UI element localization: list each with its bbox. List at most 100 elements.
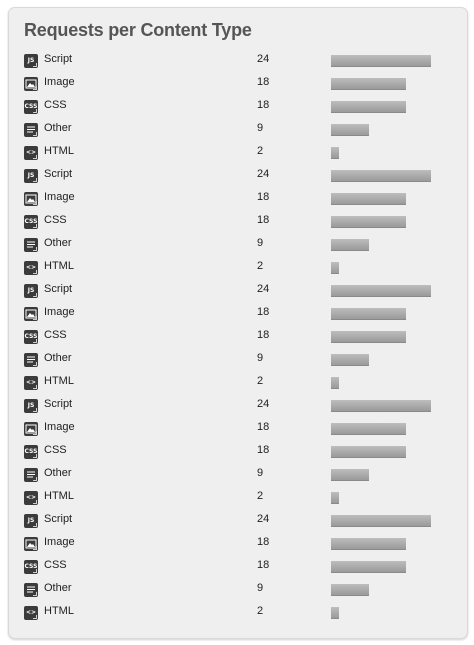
list-item: CSS CSS 18 — [9, 558, 467, 581]
content-type-label: CSS — [44, 99, 67, 111]
request-count: 24 — [257, 53, 270, 65]
count-bar — [331, 193, 406, 205]
css-file-icon: CSS — [24, 215, 38, 229]
list-item: <> HTML 2 — [9, 259, 467, 282]
list-item: <> HTML 2 — [9, 144, 467, 167]
content-type-label: Other — [44, 467, 72, 479]
request-count: 2 — [257, 605, 264, 617]
css-file-icon: CSS — [24, 560, 38, 574]
list-item: Image 18 — [9, 190, 467, 213]
list-item: Other 9 — [9, 466, 467, 489]
count-bar — [331, 469, 369, 481]
request-count: 18 — [257, 329, 270, 341]
js-file-icon: JS — [24, 54, 38, 68]
html-file-icon: <> — [24, 376, 38, 390]
count-bar — [331, 147, 339, 159]
count-bar — [331, 561, 406, 573]
request-count: 18 — [257, 99, 270, 111]
css-file-icon: CSS — [24, 330, 38, 344]
content-type-label: Image — [44, 421, 75, 433]
request-count: 2 — [257, 145, 264, 157]
count-bar — [331, 285, 431, 297]
list-item: Other 9 — [9, 351, 467, 374]
request-count: 9 — [257, 352, 264, 364]
content-type-label: Script — [44, 168, 73, 180]
image-file-icon — [24, 192, 38, 206]
request-count: 2 — [257, 260, 264, 272]
count-bar — [331, 377, 339, 389]
content-type-label: Script — [44, 398, 73, 410]
list-item: JS Script 24 — [9, 397, 467, 420]
list-item: Image 18 — [9, 420, 467, 443]
list-item: Image 18 — [9, 75, 467, 98]
content-type-label: CSS — [44, 214, 67, 226]
list-item: Other 9 — [9, 236, 467, 259]
count-bar — [331, 331, 406, 343]
text-file-icon — [24, 123, 38, 137]
content-type-label: CSS — [44, 559, 67, 571]
request-count: 18 — [257, 421, 270, 433]
js-file-icon: JS — [24, 514, 38, 528]
list-item: <> HTML 2 — [9, 374, 467, 397]
list-item: <> HTML 2 — [9, 489, 467, 512]
html-file-icon: <> — [24, 146, 38, 160]
request-count: 24 — [257, 283, 270, 295]
list-item: Image 18 — [9, 305, 467, 328]
count-bar — [331, 170, 431, 182]
requests-panel: Requests per Content Type JS Script 24 Imag… — [8, 7, 468, 639]
count-bar — [331, 101, 406, 113]
html-file-icon: <> — [24, 491, 38, 505]
count-bar — [331, 124, 369, 136]
content-type-label: Script — [44, 53, 73, 65]
count-bar — [331, 515, 431, 527]
content-type-label: HTML — [44, 375, 74, 387]
list-item: CSS CSS 18 — [9, 328, 467, 351]
request-count: 9 — [257, 582, 264, 594]
js-file-icon: JS — [24, 399, 38, 413]
request-count: 9 — [257, 467, 264, 479]
count-bar — [331, 55, 431, 67]
list-item: Image 18 — [9, 535, 467, 558]
request-count: 9 — [257, 237, 264, 249]
content-type-label: Image — [44, 76, 75, 88]
count-bar — [331, 400, 431, 412]
image-file-icon — [24, 537, 38, 551]
count-bar — [331, 78, 406, 90]
list-item: JS Script 24 — [9, 512, 467, 535]
request-count: 18 — [257, 536, 270, 548]
css-file-icon: CSS — [24, 100, 38, 114]
content-type-label: HTML — [44, 605, 74, 617]
count-bar — [331, 423, 406, 435]
count-bar — [331, 446, 406, 458]
content-type-label: Image — [44, 536, 75, 548]
content-type-label: Script — [44, 283, 73, 295]
list-item: CSS CSS 18 — [9, 213, 467, 236]
list-item: JS Script 24 — [9, 167, 467, 190]
request-count: 2 — [257, 375, 264, 387]
request-count: 9 — [257, 122, 264, 134]
html-file-icon: <> — [24, 606, 38, 620]
count-bar — [331, 607, 339, 619]
content-type-label: Other — [44, 352, 72, 364]
html-file-icon: <> — [24, 261, 38, 275]
content-type-label: Other — [44, 582, 72, 594]
content-type-label: HTML — [44, 260, 74, 272]
count-bar — [331, 216, 406, 228]
count-bar — [331, 492, 339, 504]
list-item: Other 9 — [9, 581, 467, 604]
js-file-icon: JS — [24, 284, 38, 298]
list-item: JS Script 24 — [9, 282, 467, 305]
css-file-icon: CSS — [24, 445, 38, 459]
request-count: 18 — [257, 76, 270, 88]
content-type-label: Other — [44, 122, 72, 134]
panel-title: Requests per Content Type — [24, 20, 252, 40]
text-file-icon — [24, 238, 38, 252]
image-file-icon — [24, 307, 38, 321]
list-item: <> HTML 2 — [9, 604, 467, 627]
text-file-icon — [24, 583, 38, 597]
request-count: 18 — [257, 306, 270, 318]
js-file-icon: JS — [24, 169, 38, 183]
content-type-label: Image — [44, 306, 75, 318]
content-type-label: Other — [44, 237, 72, 249]
content-type-list: JS Script 24 Image 18 CSS CSS 18 Other 9 <> HTML 2 JS… — [9, 52, 467, 627]
